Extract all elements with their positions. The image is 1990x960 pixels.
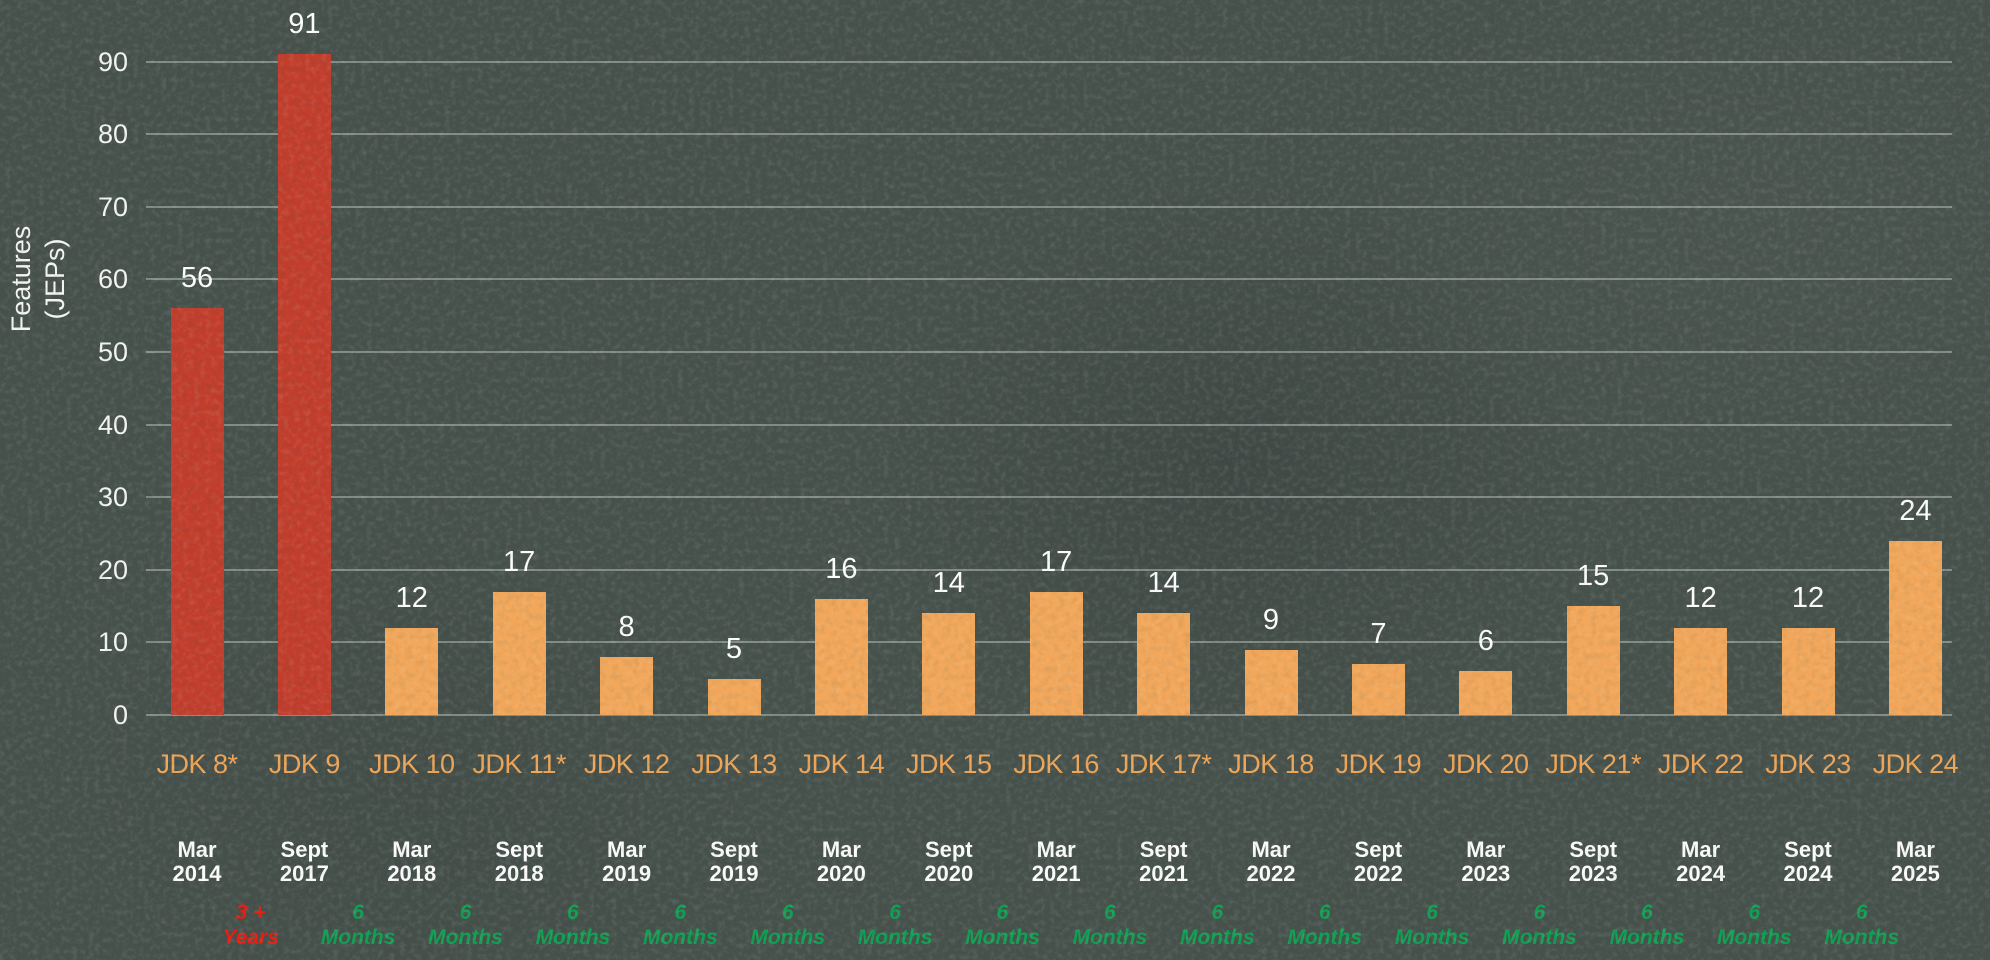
- x-tick-label: JDK 24: [1872, 749, 1959, 779]
- y-tick-label: 50: [97, 336, 128, 367]
- gridline: [146, 423, 1952, 426]
- bar-value-label: 12: [1684, 581, 1717, 614]
- bar-value-label: 16: [825, 552, 858, 585]
- bar-value-label: 14: [1147, 567, 1180, 600]
- release-gap-unit: Months: [1824, 926, 1900, 949]
- bar: [1781, 627, 1835, 715]
- bar-value-label: 91: [288, 8, 321, 41]
- bar-value-label: 24: [1899, 494, 1932, 527]
- y-tick-label: 0: [112, 700, 128, 730]
- release-date-year: 2025: [1890, 861, 1940, 886]
- y-tick-label: 60: [97, 264, 128, 295]
- y-tick-label: 80: [97, 119, 128, 150]
- release-date-label: Mar 2025: [1845, 838, 1985, 886]
- bar: [1244, 649, 1298, 715]
- y-tick-label: 70: [97, 191, 128, 222]
- gridline: [146, 60, 1952, 63]
- y-tick-label: 10: [97, 627, 128, 658]
- bar-value-label: 9: [1262, 603, 1280, 636]
- bar-value-label: 56: [180, 262, 214, 295]
- bar: [1351, 664, 1405, 715]
- bar-value-label: 17: [1040, 545, 1073, 578]
- bar-value-label: 12: [395, 581, 428, 614]
- bar: [814, 598, 868, 715]
- y-tick-label: 20: [97, 554, 128, 585]
- y-tick-label: 90: [97, 46, 128, 77]
- bar-value-label: 6: [1477, 625, 1494, 658]
- bar: [1137, 613, 1191, 715]
- bar: [277, 54, 331, 715]
- bar: [385, 627, 439, 715]
- bar: [1459, 671, 1513, 715]
- bar-value-label: 14: [932, 567, 965, 600]
- bar: [1674, 627, 1728, 715]
- bar: [1029, 591, 1083, 715]
- bar: [1888, 540, 1942, 715]
- bar: [707, 678, 761, 715]
- release-gap-label: 6 Months: [1782, 900, 1942, 950]
- y-tick-label: 30: [97, 482, 128, 513]
- bar-value-label: 15: [1577, 560, 1610, 593]
- release-gap-duration: 6: [1855, 901, 1868, 924]
- gridline: [146, 205, 1952, 208]
- bar: [922, 613, 976, 715]
- bar-value-label: 12: [1791, 581, 1825, 614]
- bar: [492, 591, 546, 715]
- gridline: [146, 350, 1952, 353]
- bar: [1566, 606, 1620, 715]
- bar: [170, 308, 224, 715]
- bar-value-label: 17: [503, 545, 536, 578]
- release-date-month: Mar: [1895, 837, 1935, 862]
- bar-value-label: 7: [1370, 618, 1387, 651]
- bar-value-label: 5: [725, 632, 743, 665]
- gridline: [146, 496, 1952, 499]
- gridline: [146, 133, 1952, 136]
- bar-value-label: 8: [618, 610, 635, 643]
- y-tick-label: 40: [97, 409, 128, 440]
- gridline: [146, 278, 1952, 281]
- bar: [600, 656, 654, 715]
